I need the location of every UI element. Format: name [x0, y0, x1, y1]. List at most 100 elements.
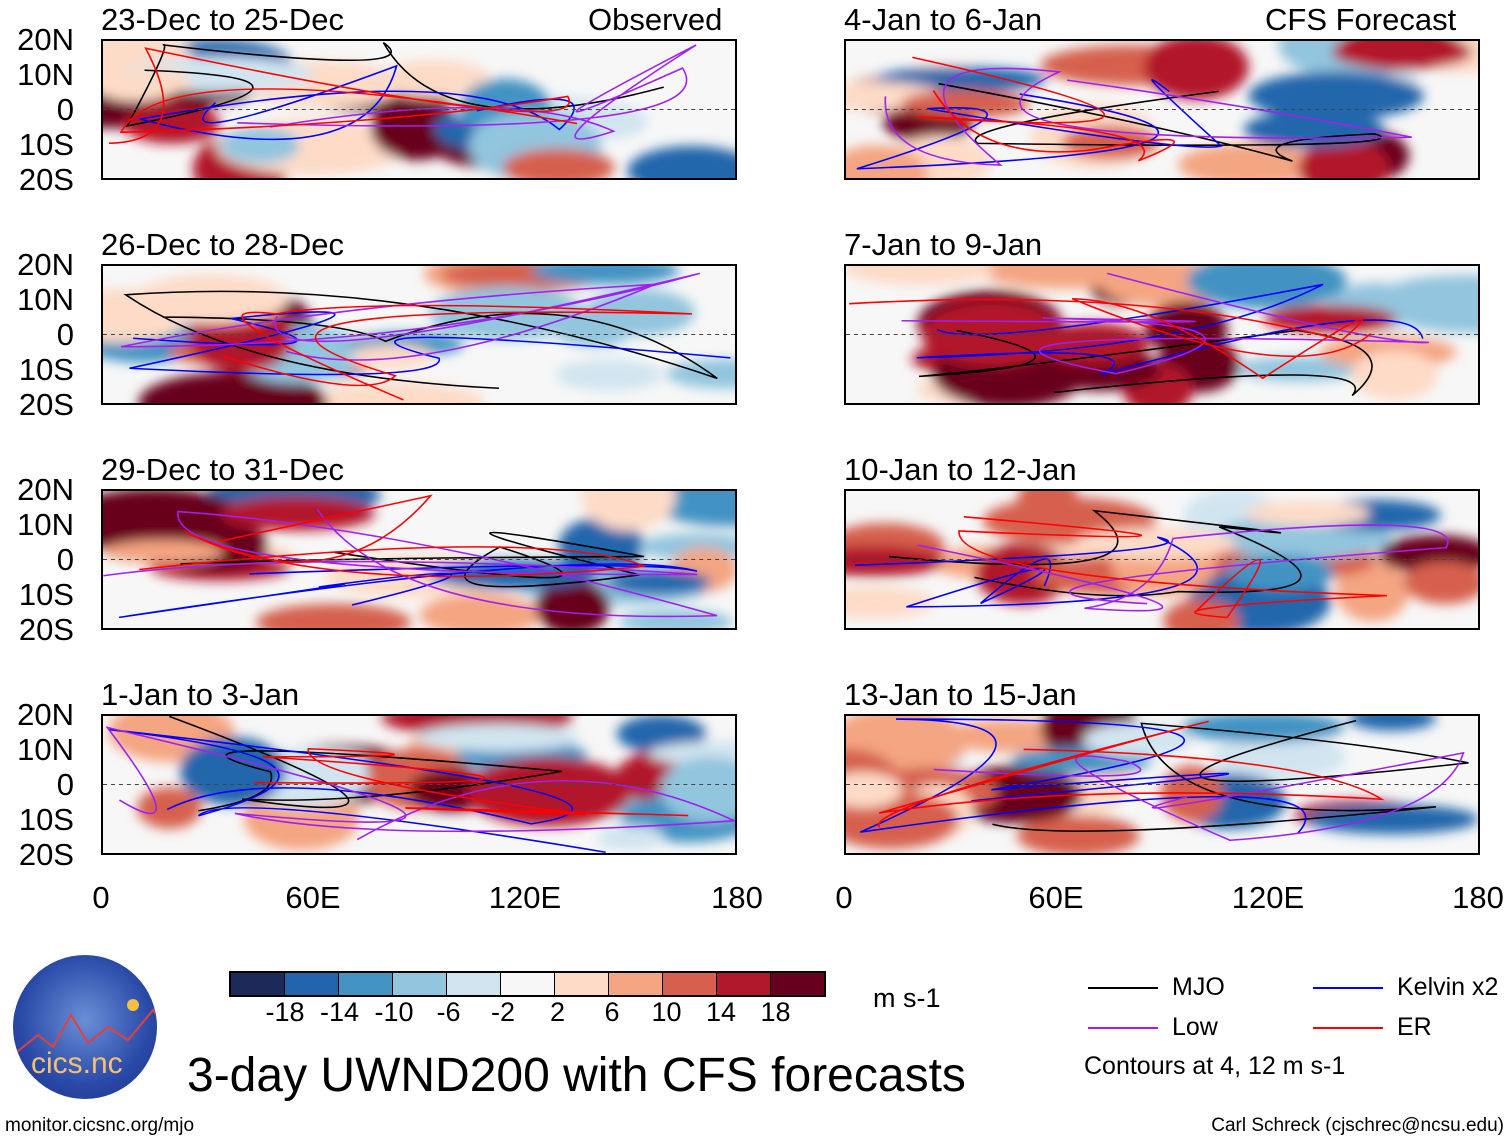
anomaly-region [1403, 561, 1478, 604]
anomaly-region [260, 501, 333, 531]
map-panel [101, 489, 737, 630]
colorbar-label: 10 [651, 997, 682, 1027]
anomaly-region [1181, 716, 1345, 743]
anomaly-region [1243, 110, 1385, 148]
anomaly-region [580, 491, 676, 531]
anomaly-region [1338, 41, 1461, 71]
contour-low [884, 67, 1412, 166]
y-tick: 20N [17, 247, 74, 282]
colorbar-label: 6 [604, 997, 620, 1027]
anomaly-region [1244, 500, 1371, 527]
anomaly-region [1335, 560, 1410, 622]
y-tick: 20N [17, 22, 74, 57]
anomaly-region [1210, 734, 1347, 781]
colorbar-swatch [501, 973, 555, 995]
y-tick: 10S [18, 802, 74, 837]
x-tick: 120E [1231, 880, 1305, 915]
contour-er [108, 47, 578, 145]
y-tick: 10N [17, 282, 74, 317]
y-tick: 20S [18, 612, 74, 647]
colorbar-swatch [447, 973, 501, 995]
map-panel [101, 714, 737, 855]
anomaly-region [618, 609, 733, 628]
y-tick: 20N [17, 697, 74, 732]
x-tick: 0 [835, 880, 853, 915]
contour-er [958, 516, 1387, 619]
y-tick: 0 [56, 542, 74, 577]
panel-title: 13-Jan to 15-Jan [844, 677, 1077, 712]
legend-label: MJO [1172, 973, 1225, 1001]
legend-line [1088, 987, 1158, 989]
contour-kelvin-x2 [118, 563, 698, 619]
anomaly-region [901, 89, 1030, 119]
colorbar [229, 971, 826, 997]
colorbar-swatch [663, 973, 717, 995]
y-tick: 20S [18, 162, 74, 197]
map-panel [844, 489, 1480, 630]
y-tick: 0 [56, 317, 74, 352]
anomaly-region [118, 67, 192, 95]
y-tick: 0 [56, 767, 74, 802]
anomaly-region [1393, 294, 1478, 333]
anomaly-region [1144, 41, 1249, 100]
legend-line [1313, 987, 1383, 989]
anomaly-region [1227, 554, 1335, 592]
anomaly-region [1074, 527, 1237, 560]
anomaly-region [846, 144, 929, 178]
anomaly-region [971, 266, 1158, 289]
anomaly-region [530, 266, 680, 285]
y-tick: 0 [56, 92, 74, 127]
legend-label: ER [1397, 1013, 1432, 1041]
contour-low [917, 524, 1449, 612]
anomaly-region [846, 771, 903, 808]
y-tick: 10N [17, 57, 74, 92]
anomaly-region [1248, 71, 1424, 120]
colorbar-label: -2 [490, 997, 516, 1027]
map-panel [844, 39, 1480, 180]
contour-kelvin-x2 [854, 536, 1199, 608]
anomaly-region [1016, 815, 1140, 853]
legend-label: Kelvin x2 [1397, 973, 1499, 1001]
map-panel [844, 714, 1480, 855]
anomaly-region [1305, 804, 1478, 835]
x-tick: 180 [1452, 880, 1504, 915]
contour-kelvin-x2 [859, 718, 1307, 834]
anomaly-region [103, 288, 191, 343]
colorbar-label: 2 [549, 997, 566, 1027]
anomaly-region [415, 723, 581, 752]
contour-er [223, 304, 692, 401]
map-panel [844, 264, 1480, 405]
footer-credit: Carl Schreck (cjschrec@ncsu.edu) [1211, 1115, 1504, 1136]
contour-er [912, 56, 1175, 162]
anomaly-region [1348, 716, 1437, 731]
anomaly-region [255, 603, 412, 628]
contour-mjo [125, 41, 664, 128]
anomaly-region [660, 756, 735, 823]
colorbar-swatch [555, 973, 609, 995]
colorbar-label: -6 [436, 997, 461, 1027]
anomaly-region [309, 382, 485, 403]
colorbar-label: 18 [760, 997, 791, 1027]
colorbar-swatch [609, 973, 663, 995]
y-tick: 10S [18, 352, 74, 387]
x-tick: 180 [711, 880, 763, 915]
contour-er [849, 297, 1372, 380]
x-tick: 0 [92, 880, 110, 915]
footer-url[interactable]: monitor.cicsnc.org/mjo [5, 1115, 195, 1136]
anomaly-region [103, 491, 249, 555]
contour-low [901, 272, 1429, 375]
panel-title: 26-Dec to 28-Dec [101, 227, 344, 262]
panel-title: 10-Jan to 12-Jan [844, 452, 1077, 487]
anomaly-region [465, 757, 633, 827]
y-tick: 10N [17, 507, 74, 542]
contour-er [877, 720, 1385, 828]
colorbar-swatch [717, 973, 771, 995]
panel-title: 29-Dec to 31-Dec [101, 452, 344, 487]
anomaly-region [220, 126, 300, 164]
colorbar-units: m s-1 [873, 983, 941, 1013]
contour-mjo [169, 716, 563, 812]
anomaly-region [1263, 305, 1397, 333]
anomaly-region [596, 825, 665, 851]
logo-text: cics.nc [31, 1047, 123, 1080]
anomaly-region [846, 266, 995, 286]
